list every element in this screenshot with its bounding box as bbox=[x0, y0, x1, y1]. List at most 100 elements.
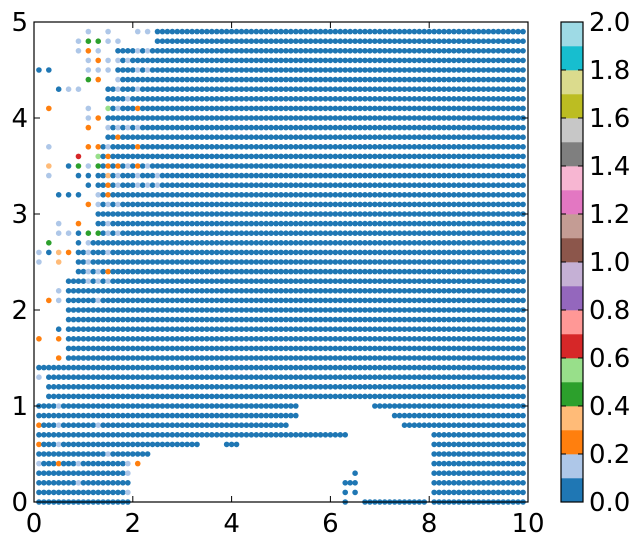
data-point bbox=[159, 192, 166, 198]
data-point bbox=[436, 460, 442, 467]
data-point bbox=[85, 364, 92, 371]
data-point bbox=[377, 172, 383, 179]
data-point bbox=[110, 441, 116, 448]
data-point bbox=[213, 432, 220, 438]
data-point bbox=[253, 211, 260, 217]
data-point bbox=[189, 76, 195, 83]
data-point bbox=[312, 336, 319, 342]
colorbar-segment bbox=[561, 238, 583, 263]
data-point bbox=[258, 28, 265, 35]
data-point bbox=[342, 288, 349, 294]
data-point bbox=[243, 124, 250, 131]
data-point bbox=[125, 307, 131, 313]
data-point bbox=[105, 412, 111, 419]
data-point bbox=[213, 316, 220, 323]
data-point bbox=[505, 412, 512, 419]
data-point bbox=[115, 153, 121, 160]
data-point bbox=[495, 201, 502, 208]
data-point bbox=[209, 134, 215, 140]
data-point bbox=[317, 364, 324, 371]
data-point bbox=[144, 211, 151, 217]
data-point bbox=[134, 182, 141, 188]
data-point bbox=[288, 355, 294, 361]
data-point bbox=[456, 345, 462, 352]
data-point bbox=[120, 336, 126, 342]
data-point bbox=[278, 192, 284, 198]
data-point bbox=[139, 105, 146, 112]
data-point bbox=[85, 48, 92, 54]
data-point bbox=[120, 470, 126, 477]
data-point bbox=[470, 220, 477, 227]
data-point bbox=[174, 124, 181, 131]
data-point bbox=[184, 297, 190, 304]
data-point bbox=[85, 336, 92, 342]
data-point bbox=[258, 86, 265, 92]
data-point bbox=[164, 297, 171, 304]
data-point bbox=[391, 163, 398, 169]
data-point bbox=[169, 96, 176, 102]
data-point bbox=[243, 182, 250, 188]
data-point bbox=[228, 163, 235, 169]
data-point bbox=[475, 57, 482, 64]
data-point bbox=[372, 182, 378, 188]
data-point bbox=[381, 316, 388, 323]
data-point bbox=[426, 182, 433, 188]
data-point bbox=[184, 326, 190, 333]
data-point bbox=[485, 38, 492, 44]
data-point bbox=[485, 144, 492, 150]
data-point bbox=[357, 326, 363, 333]
data-point bbox=[436, 355, 442, 361]
data-point bbox=[495, 211, 502, 217]
data-point bbox=[228, 374, 235, 381]
data-point bbox=[446, 124, 452, 131]
data-point bbox=[213, 38, 220, 44]
data-point bbox=[194, 278, 200, 285]
data-point bbox=[223, 297, 230, 304]
data-point bbox=[125, 124, 131, 131]
data-point bbox=[396, 144, 403, 150]
data-point bbox=[485, 441, 492, 448]
data-point bbox=[55, 230, 62, 236]
data-point bbox=[515, 489, 521, 496]
data-point bbox=[421, 326, 428, 333]
data-point bbox=[347, 192, 353, 198]
data-point bbox=[75, 259, 82, 265]
data-point bbox=[204, 201, 210, 208]
data-point bbox=[209, 201, 215, 208]
data-point bbox=[475, 124, 482, 131]
data-point bbox=[164, 201, 171, 208]
data-point bbox=[485, 182, 492, 188]
data-point bbox=[475, 201, 482, 208]
data-point bbox=[312, 67, 319, 73]
data-point bbox=[510, 201, 516, 208]
data-point bbox=[65, 393, 72, 400]
data-point bbox=[342, 432, 349, 438]
colorbar-segment bbox=[561, 358, 583, 383]
data-point bbox=[426, 230, 433, 236]
data-point bbox=[520, 451, 526, 457]
data-point bbox=[194, 124, 200, 131]
data-point bbox=[288, 220, 294, 227]
data-point bbox=[120, 403, 126, 409]
data-point bbox=[490, 230, 497, 236]
data-point bbox=[297, 38, 304, 44]
data-point bbox=[465, 403, 472, 409]
data-point bbox=[411, 403, 418, 409]
data-point bbox=[465, 489, 472, 496]
data-point bbox=[209, 124, 215, 131]
data-point bbox=[50, 403, 57, 409]
data-point bbox=[342, 182, 349, 188]
data-point bbox=[228, 288, 235, 294]
data-point bbox=[426, 297, 433, 304]
data-point bbox=[451, 76, 457, 83]
data-point bbox=[367, 163, 373, 169]
data-point bbox=[288, 326, 294, 333]
data-point bbox=[278, 374, 284, 381]
data-point bbox=[367, 144, 373, 150]
data-point bbox=[485, 192, 492, 198]
data-point bbox=[204, 105, 210, 112]
data-point bbox=[431, 336, 437, 342]
data-point bbox=[36, 374, 42, 381]
data-point bbox=[159, 278, 166, 285]
data-point bbox=[130, 288, 136, 294]
